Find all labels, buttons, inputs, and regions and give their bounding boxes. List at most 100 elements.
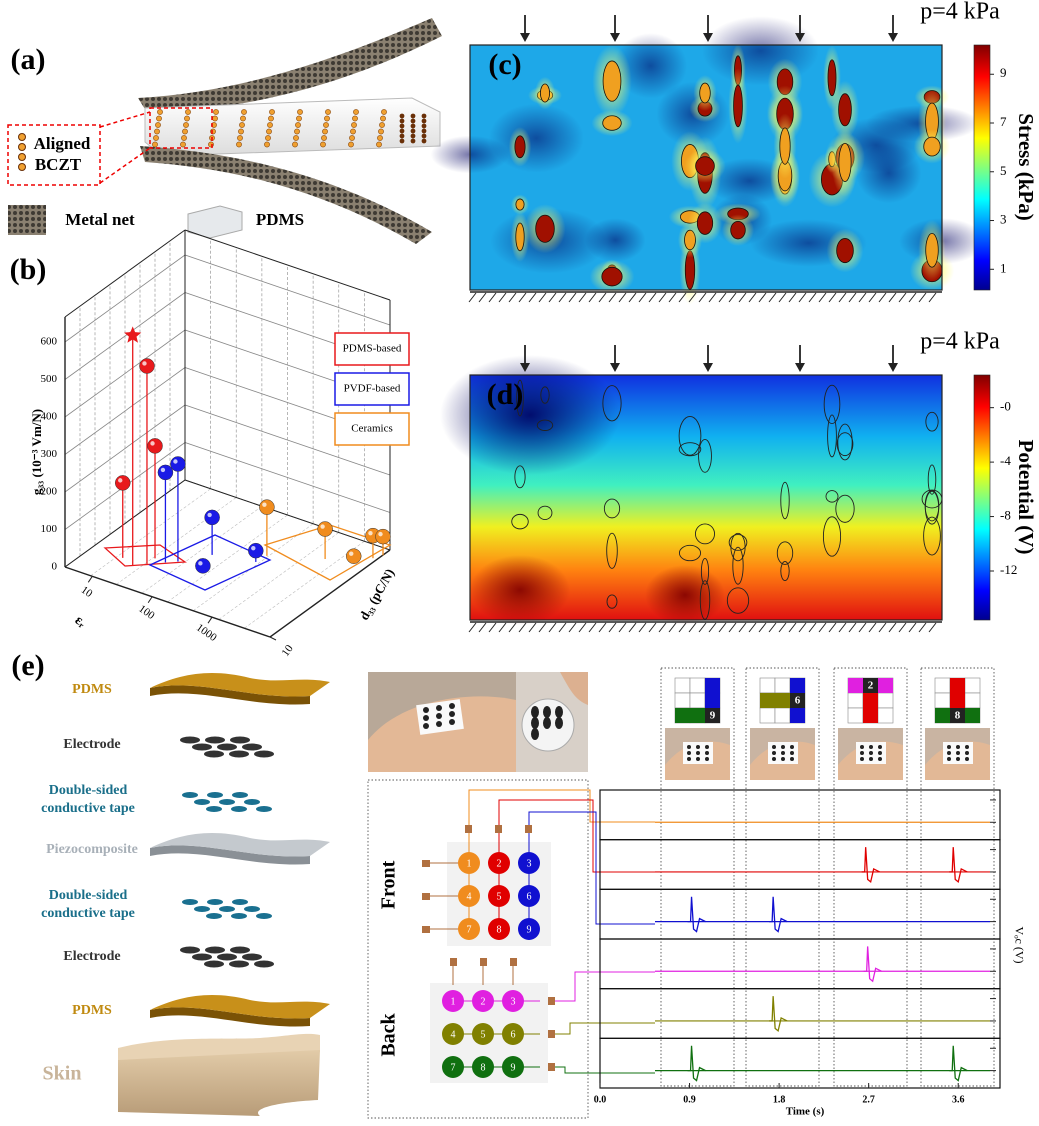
particle [835,494,855,523]
particle [924,490,940,522]
floor-grid [167,514,288,603]
pdms-block [144,97,441,157]
bczt-particle [348,141,354,148]
bczt-particle [267,122,273,128]
hatch [608,292,617,303]
z-tick-label: 500 [41,373,58,385]
layer-label: PDMS [72,1003,112,1018]
hatch [648,622,657,633]
hatch [858,292,867,303]
bczt-particle [321,135,327,141]
particle [602,115,622,131]
data-point [375,528,391,545]
patch-dot [449,719,455,725]
back-node [502,990,524,1012]
node-label: 9 [527,924,532,935]
bczt-particle [381,109,387,115]
arrow-head [795,363,805,372]
data-point-star [124,326,142,343]
particle [827,59,837,97]
active-cell [690,708,705,723]
z-tick-label: 0 [52,561,58,573]
highlight [118,478,123,483]
colorbar-tick-label: 5 [1000,163,1007,178]
x-tick [87,576,93,583]
particle [923,136,941,157]
annotation: p=4 kPa [920,329,1000,355]
bczt-particle [399,123,405,129]
particle [730,220,746,240]
active-cell [675,708,690,723]
hand [368,696,516,772]
particle [696,211,714,235]
particle [516,379,524,417]
arrow-head [888,363,898,372]
pad [219,799,235,805]
highlight [160,467,166,473]
legend-text: PVDF-based [344,383,401,395]
hatch [838,622,847,633]
bczt-particle [293,135,299,141]
bczt-particle [380,115,386,122]
hatch [898,292,907,303]
front-node [488,885,510,907]
bczt-particle [213,109,219,115]
signal-spike [861,847,880,884]
patch-dot [436,721,442,727]
hatch [478,622,487,633]
hatch [508,622,517,633]
bczt-particle [181,135,187,141]
particle [678,544,702,562]
data-point [157,464,174,481]
signal-spike [687,1045,706,1082]
bczt-particle [153,135,159,141]
bczt-particle [157,109,163,115]
legend-text: PDMS [256,210,304,229]
touch-patch-dot [772,751,776,755]
touch-patch-dot [790,757,794,761]
touch-patch-dot [965,751,969,755]
bczt-particle [240,115,246,122]
pad [204,960,224,968]
hatch [558,622,567,633]
callout-connector [99,111,151,128]
z-tick-label: 100 [41,523,58,535]
pad [232,792,248,798]
node-label: 2 [497,858,502,869]
bczt-particle [320,141,326,148]
z-tick-label: 600 [41,336,58,348]
grid-cell [847,692,864,709]
hatch [498,622,507,633]
hatch [498,292,507,303]
bczt-particle [350,128,356,135]
hatch [748,292,757,303]
high-zone [470,555,570,625]
pad [244,799,260,805]
hatch [508,292,517,303]
trace-frame [599,988,1001,1039]
bczt-particle [399,113,405,119]
x-tick-label: 0.9 [683,1094,696,1105]
hatch [788,622,797,633]
colorbar-title: Potential (V) [1014,440,1038,555]
pin [548,997,555,1005]
y-axis [269,549,391,638]
floor-edge [184,479,391,551]
hatch [698,622,707,633]
x-tick-label: 1000 [194,622,219,645]
hatch [638,292,647,303]
touch-patch-dot [790,745,794,749]
hatch [628,622,637,633]
grid-line [64,479,391,568]
bczt-particle [399,128,405,134]
low-zone [855,142,922,204]
y-tick-label: 10 [280,642,296,658]
bczt-particle [269,109,275,115]
hatch [588,292,597,303]
hatch [908,622,917,633]
hatch [638,622,647,633]
touch-patch-dot [878,751,882,755]
node-label: 4 [467,891,472,902]
low-zone [488,103,585,173]
